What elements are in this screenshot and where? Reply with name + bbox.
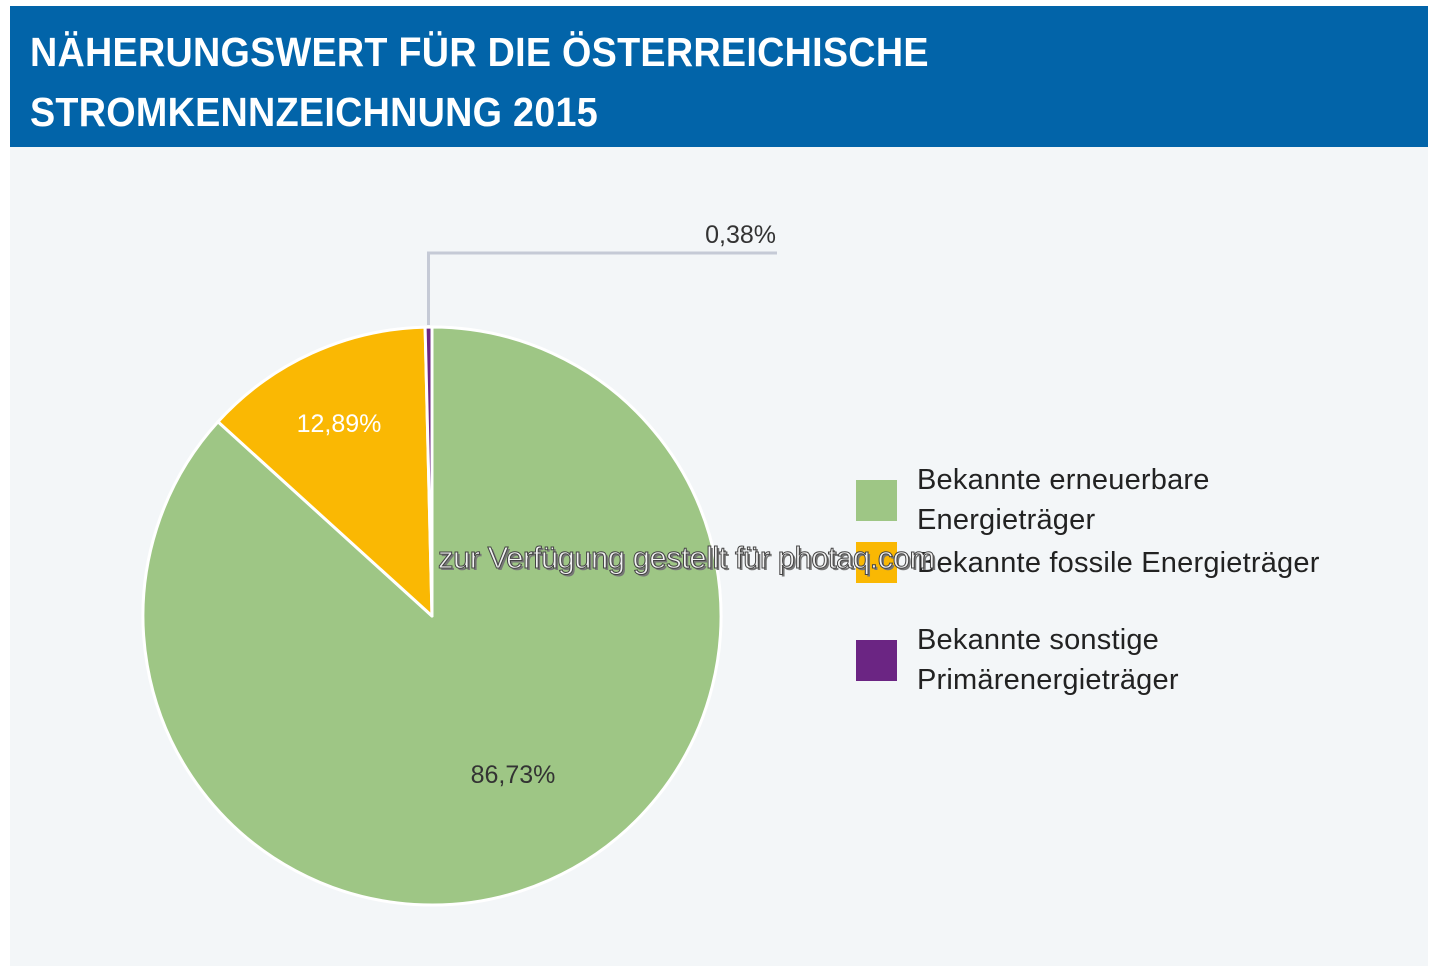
legend-swatch-fossil [856, 542, 897, 583]
pie-slice-renewable [141, 325, 723, 907]
chart-title: NÄHERUNGSWERT FÜR DIE ÖSTERREICHISCHE ST… [30, 22, 929, 142]
title-line-1: NÄHERUNGSWERT FÜR DIE ÖSTERREICHISCHE [30, 29, 929, 75]
legend-swatch-other [856, 639, 897, 681]
data-label-renewable: 86,73% [471, 761, 556, 789]
legend-item-renewable: Bekannte erneuerbare Energieträger [856, 460, 1210, 540]
pie-slice-fossil [216, 325, 434, 618]
pie-slice-other [423, 325, 434, 618]
legend-swatch-renewable [856, 479, 897, 521]
legend-label-fossil: Bekannte fossile Energieträger [917, 546, 1320, 579]
watermark-text: zur Verfügung gestellt für photaq.com [438, 540, 936, 576]
data-label-other: 0,38% [705, 221, 776, 249]
legend-label-renewable: Bekannte erneuerbare Energieträger [917, 464, 1210, 536]
legend-item-fossil: Bekannte fossile Energieträger [856, 542, 1320, 583]
title-line-2: STROMKENNZEICHNUNG 2015 [30, 89, 599, 135]
leader-line [427, 251, 777, 325]
header-bar [10, 6, 1428, 147]
data-label-fossil: 12,89% [297, 410, 382, 438]
legend-label-other: Bekannte sonstige Primärenergieträger [917, 624, 1179, 696]
legend-item-other: Bekannte sonstige Primärenergieträger [856, 620, 1179, 700]
